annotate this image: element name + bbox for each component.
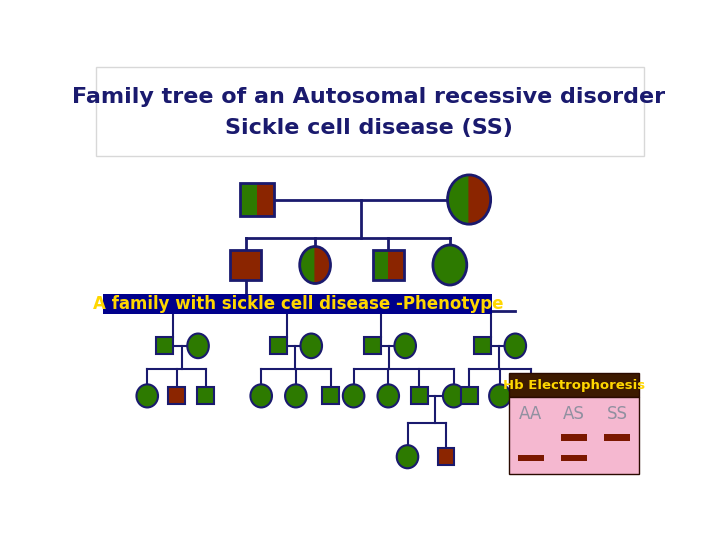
Bar (388, 249, 404, 280)
Polygon shape (448, 175, 469, 224)
Bar (373, 249, 404, 280)
Bar (230, 249, 261, 280)
Bar (364, 338, 382, 354)
Text: Hb Electrophoresis: Hb Electrophoresis (503, 379, 645, 392)
Bar (461, 387, 477, 404)
Bar (104, 294, 492, 314)
Bar (322, 387, 339, 404)
Bar (257, 183, 274, 217)
Ellipse shape (300, 334, 322, 358)
Ellipse shape (377, 384, 399, 408)
Bar (522, 387, 539, 404)
Bar (373, 249, 388, 280)
Bar (410, 387, 428, 404)
Text: Family tree of an Autosomal recessive disorder: Family tree of an Autosomal recessive di… (73, 87, 665, 107)
Bar (561, 455, 587, 461)
Bar (240, 183, 257, 217)
Ellipse shape (489, 384, 510, 408)
Bar (168, 387, 185, 404)
Text: A family with sickle cell disease -Phenotype: A family with sickle cell disease -Pheno… (93, 295, 503, 313)
Text: AA: AA (519, 406, 542, 423)
Bar (156, 338, 174, 354)
Bar (509, 373, 639, 397)
Ellipse shape (137, 384, 158, 408)
Bar (271, 338, 287, 354)
Ellipse shape (443, 384, 464, 408)
Ellipse shape (505, 334, 526, 358)
Bar (474, 338, 492, 354)
Bar (518, 455, 544, 461)
Text: AS: AS (563, 406, 585, 423)
Ellipse shape (251, 384, 272, 408)
Bar (509, 397, 639, 475)
Text: SS: SS (606, 406, 627, 423)
Text: Sickle cell disease (SS): Sickle cell disease (SS) (225, 118, 513, 138)
Bar (240, 183, 274, 217)
Bar (604, 434, 630, 441)
Ellipse shape (343, 384, 364, 408)
Polygon shape (469, 175, 490, 224)
Bar (561, 434, 587, 441)
Ellipse shape (397, 445, 418, 468)
Bar (96, 67, 644, 156)
Bar (197, 387, 215, 404)
Bar (438, 448, 454, 465)
Polygon shape (300, 247, 315, 284)
Ellipse shape (395, 334, 416, 358)
Polygon shape (315, 247, 330, 284)
Ellipse shape (433, 245, 467, 285)
Ellipse shape (285, 384, 307, 408)
Ellipse shape (187, 334, 209, 358)
